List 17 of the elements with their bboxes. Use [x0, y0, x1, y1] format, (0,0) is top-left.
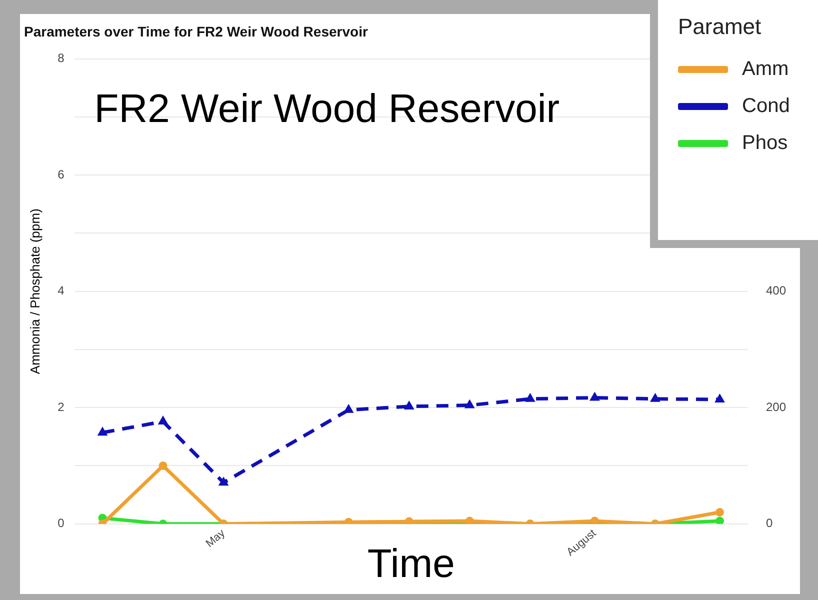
x-tick-label: May	[204, 527, 228, 550]
y-tick-label: 8	[58, 51, 65, 66]
annotation: FR2 Weir Wood Reservoir	[94, 86, 560, 131]
legend-label: Phos	[742, 132, 788, 154]
chart-title: Parameters over Time for FR2 Weir Wood Reservoir	[24, 23, 368, 40]
y2-tick-label: 400	[766, 284, 786, 298]
legend-title: Paramet	[678, 14, 762, 40]
y-tick-label: 2	[58, 400, 65, 414]
y-tick-label: 0	[58, 516, 65, 530]
y2-tick-label: 200	[766, 400, 786, 414]
legend-label: Cond	[742, 95, 790, 117]
legend-label: Amm	[742, 58, 789, 80]
y-tick-label: 6	[58, 167, 65, 182]
y-axis-title: Ammonia / Phosphate (ppm)	[27, 208, 42, 374]
y-tick-label: 4	[58, 284, 65, 298]
x-axis-title: Time	[367, 542, 455, 586]
y2-tick-label: 0	[766, 516, 773, 530]
